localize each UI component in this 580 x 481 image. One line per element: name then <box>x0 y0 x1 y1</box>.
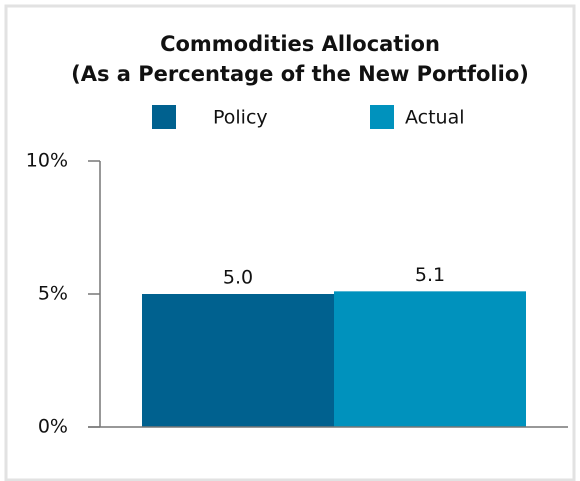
y-tick-label: 5% <box>38 283 68 305</box>
frame <box>4 4 576 481</box>
y-tick-label: 10% <box>26 150 68 172</box>
legend-label: Policy <box>213 107 268 129</box>
value-label: 5.0 <box>223 267 253 289</box>
bar <box>334 291 526 427</box>
chart-title: Commodities Allocation <box>160 32 440 56</box>
value-label: 5.1 <box>415 264 445 286</box>
y-tick-label: 0% <box>38 416 68 438</box>
legend-swatch <box>152 105 176 129</box>
chart-subtitle: (As a Percentage of the New Portfolio) <box>71 62 529 86</box>
legend-swatch <box>370 105 394 129</box>
bar <box>142 294 334 427</box>
legend-label: Actual <box>405 107 465 129</box>
